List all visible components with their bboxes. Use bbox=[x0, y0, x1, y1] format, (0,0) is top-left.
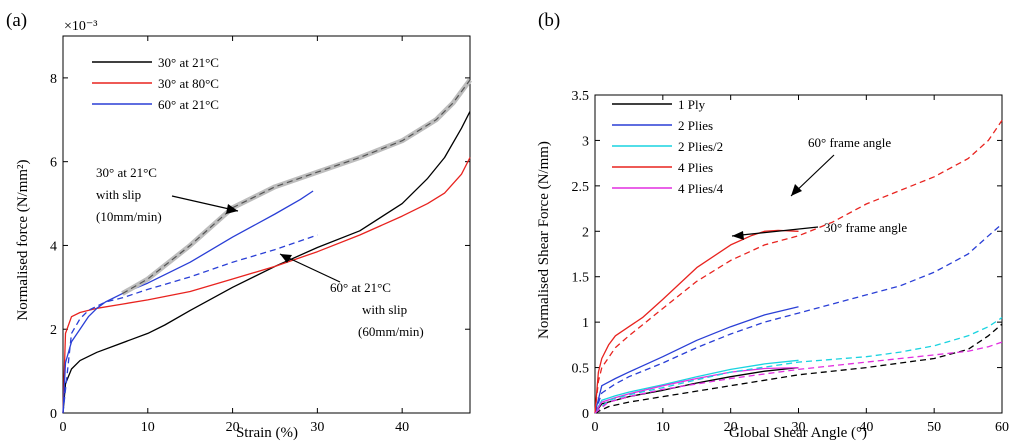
legend-entry-label: 30° at 80°C bbox=[158, 76, 219, 91]
legend-entry-label: 2 Plies bbox=[678, 118, 713, 133]
annotation-slip-10: 30° at 21°C bbox=[96, 165, 157, 180]
x-tick-label: 10 bbox=[141, 420, 155, 435]
annotation-slip-60: 60° at 21°C bbox=[330, 280, 391, 295]
series-line-60-at-21-c-with-slip-60mm-min bbox=[62, 234, 318, 414]
x-tick-label: 30 bbox=[792, 420, 806, 435]
legend-entry-label: 30° at 21°C bbox=[158, 55, 219, 70]
series-line-1-ply-30-frame bbox=[594, 323, 1003, 414]
annotation-arrowhead bbox=[732, 231, 744, 240]
legend-b: 1 Ply 2 Plies 2 Plies/2 4 Plies 4 Plies/4 bbox=[612, 97, 724, 196]
y-multiplier-label: ×10⁻³ bbox=[64, 19, 97, 34]
annotation-slip-60: (60mm/min) bbox=[358, 324, 424, 339]
y-tick-label: 8 bbox=[50, 72, 57, 87]
y-axis-label-b: Normalised Shear Force (N/mm) bbox=[536, 141, 552, 339]
annotation-30-frame: 30° frame angle bbox=[824, 220, 907, 235]
x-tick-label: 40 bbox=[859, 420, 873, 435]
legend-entry-label: 4 Plies bbox=[678, 160, 713, 175]
y-tick-label: 2 bbox=[50, 323, 57, 338]
annotation-arrowhead bbox=[280, 254, 292, 263]
x-tick-label: 50 bbox=[927, 420, 941, 435]
legend-a: 30° at 21°C 30° at 80°C 60° at 21°C bbox=[92, 55, 219, 112]
series-line-30-at-80-c bbox=[62, 157, 471, 414]
x-tick-label: 40 bbox=[395, 420, 409, 435]
legend-entry-label: 4 Plies/4 bbox=[678, 181, 724, 196]
y-tick-label: 0 bbox=[50, 407, 57, 422]
x-tick-label: 0 bbox=[60, 420, 67, 435]
annotation-arrow bbox=[731, 226, 819, 237]
y-tick-label: 3.5 bbox=[572, 89, 590, 104]
annotation-arrow bbox=[171, 195, 239, 212]
series-line-30-at-21-c bbox=[62, 111, 471, 414]
annotation-arrowhead bbox=[791, 184, 802, 196]
legend-entry-label: 60° at 21°C bbox=[158, 97, 219, 112]
series-line-4-plies-4 bbox=[594, 366, 799, 414]
series-line-60-at-21-c bbox=[62, 190, 314, 414]
annotation-60-frame: 60° frame angle bbox=[808, 135, 891, 150]
y-tick-label: 6 bbox=[50, 156, 57, 171]
y-tick-label: 0 bbox=[582, 407, 589, 422]
panel-label-b: (b) bbox=[538, 10, 560, 31]
chart-panel-a: 0 10 20 30 40 0 2 4 6 8 30° at 21°C 30° at 80°C 60° … bbox=[50, 35, 473, 435]
y-tick-label: 4 bbox=[50, 239, 57, 254]
y-tick-label: 3 bbox=[582, 134, 589, 149]
x-tick-label: 10 bbox=[656, 420, 670, 435]
x-tick-label: 60 bbox=[995, 420, 1009, 435]
x-tick-label: 0 bbox=[592, 420, 599, 435]
series-line-2-plies-30-frame bbox=[594, 223, 1003, 414]
annotation-slip-60: with slip bbox=[362, 302, 407, 317]
y-tick-label: 2 bbox=[582, 225, 589, 240]
x-axis-label-a: Strain (%) bbox=[236, 425, 298, 441]
series-line-30-at-21-c-with-slip-10mm-min bbox=[122, 79, 471, 295]
legend-entry-label: 2 Plies/2 bbox=[678, 139, 723, 154]
y-tick-label: 1 bbox=[582, 316, 589, 331]
y-axis-label-a: Normalised force (N/mm²) bbox=[15, 159, 31, 320]
annotation-slip-10: (10mm/min) bbox=[96, 209, 162, 224]
legend-entry-label: 1 Ply bbox=[678, 97, 706, 112]
annotation-arrowhead bbox=[226, 204, 238, 214]
series-line-2-plies-2 bbox=[594, 359, 799, 414]
y-tick-label: 0.5 bbox=[572, 362, 590, 377]
x-tick-label: 20 bbox=[226, 420, 240, 435]
panel-label-a: (a) bbox=[6, 10, 27, 31]
annotation-slip-10: with slip bbox=[96, 187, 141, 202]
series-line-4-plies bbox=[594, 229, 799, 414]
chart-panel-b: 0 10 20 30 40 50 60 0 0.5 1 1.5 2 2.5 3 3.5 1 Ply 2 Plie… bbox=[572, 89, 1010, 435]
series-line-4-plies-4-30-frame bbox=[594, 341, 1003, 414]
x-axis-label-b: Global Shear Angle (°) bbox=[729, 425, 867, 441]
y-tick-label: 2.5 bbox=[572, 180, 590, 195]
series-line-4-plies-30-frame bbox=[594, 120, 1003, 414]
series-line-2-plies bbox=[594, 306, 799, 414]
axes-box-a bbox=[62, 35, 471, 414]
x-tick-label: 20 bbox=[724, 420, 738, 435]
y-tick-label: 1.5 bbox=[572, 271, 590, 286]
x-tick-label: 30 bbox=[310, 420, 324, 435]
annotation-arrow bbox=[279, 253, 341, 283]
